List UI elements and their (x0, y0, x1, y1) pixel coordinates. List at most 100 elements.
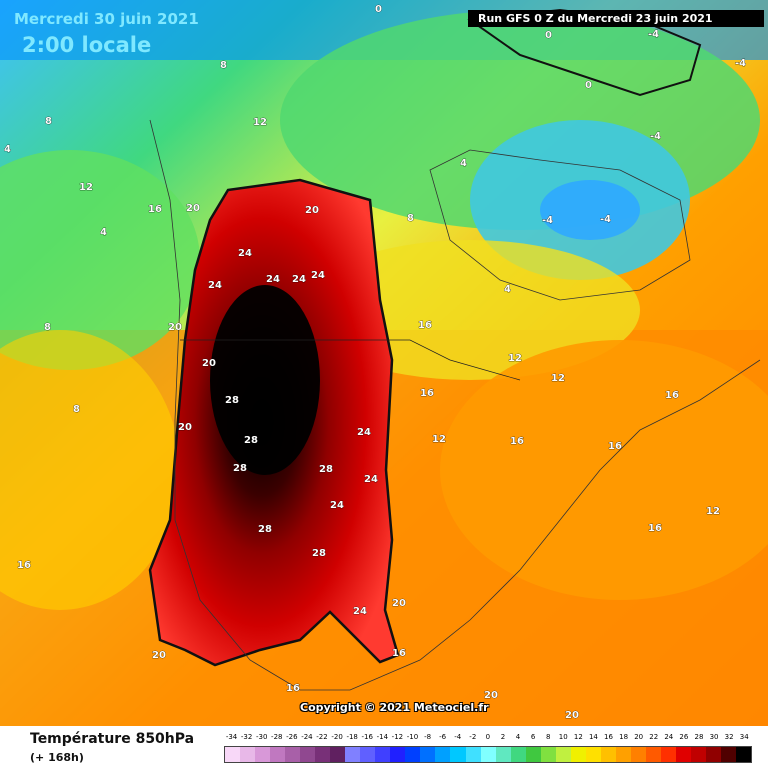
scale-tick-label: 28 (694, 733, 704, 741)
scale-tick-label: -24 (301, 733, 313, 741)
scale-tick-label: 24 (664, 733, 674, 741)
isotherm-label: 20 (168, 322, 182, 333)
isotherm-label: 0 (375, 4, 382, 15)
isotherm-label: -4 (542, 215, 553, 226)
isotherm-label: 20 (392, 598, 406, 609)
isotherm-label: 16 (608, 441, 622, 452)
hudson-bay-outline (429, 149, 691, 301)
heat-dome-core (210, 285, 320, 475)
isotherm-label: 0 (585, 80, 592, 91)
scale-color-swatch (645, 747, 661, 762)
scale-tick-label: -14 (376, 733, 389, 741)
east-orange-zone (440, 340, 768, 600)
scale-tick-label: 30 (709, 733, 719, 741)
scale-color-swatch (300, 747, 316, 762)
scale-color-swatch (736, 747, 752, 762)
scale-color-swatch (450, 747, 466, 762)
scale-color-swatch (420, 747, 436, 762)
isotherm-label-group: 0 0 0 -4 -4 -4 -4 -4 4 4 4 4 8 8 8 8 8 1… (4, 4, 747, 722)
scale-tick-label: -16 (361, 733, 373, 741)
scale-color-swatch (540, 747, 556, 762)
scale-tick-label: 20 (634, 733, 644, 741)
scale-color-swatch (225, 747, 241, 762)
isotherm-label: 20 (152, 650, 166, 661)
isotherm-label: 20 (186, 203, 200, 214)
isotherm-label: 16 (665, 390, 679, 401)
scale-tick-labels: -34 -32 -30 -28 -26 -24 -22 -20 -18 -16 -14 -12 -10-… (224, 733, 752, 745)
pacific-yellow-zone (0, 330, 180, 610)
scale-tick-label: -6 (439, 733, 447, 741)
isotherm-label: 16 (286, 683, 300, 694)
isotherm-label: 20 (202, 358, 216, 369)
isotherm-label: -4 (600, 214, 611, 225)
isotherm-label: 8 (220, 60, 227, 71)
scale-color-swatch (630, 747, 646, 762)
scale-color-bar (224, 746, 752, 763)
isotherm-label: 12 (508, 353, 522, 364)
isotherm-label: 20 (178, 422, 192, 433)
isotherm-label: 28 (312, 548, 326, 559)
coastline-outline (149, 119, 761, 691)
isotherm-label: 4 (460, 158, 467, 169)
scale-color-swatch (360, 747, 376, 762)
isotherm-label: 24 (238, 248, 252, 259)
color-scale: -34 -32 -30 -28 -26 -24 -22 -20 -18 -16 -14 -12 -10-… (224, 733, 752, 763)
scale-tick-label: 26 (679, 733, 689, 741)
scale-tick-label: 10 (558, 733, 568, 741)
scale-color-swatch (690, 747, 706, 762)
scale-color-swatch (721, 747, 737, 762)
scale-tick-label: -10 (406, 733, 419, 741)
isotherm-label: 24 (357, 427, 371, 438)
isotherm-label: 12 (706, 506, 720, 517)
scale-color-swatch (570, 747, 586, 762)
isotherm-label: 12 (79, 182, 93, 193)
scale-tick-label: 14 (588, 733, 598, 741)
isotherm-label: 24 (292, 274, 306, 285)
isotherm-label: 0 (545, 30, 552, 41)
isotherm-label: 4 (100, 227, 107, 238)
lead-time-label: (+ 168h) (30, 751, 84, 764)
scale-tick-label: -8 (424, 733, 432, 741)
scale-tick-label: -4 (454, 733, 462, 741)
isotherm-label: 8 (73, 404, 80, 415)
scale-tick-label: 34 (739, 733, 749, 741)
isotherm-label: 12 (253, 117, 267, 128)
temperature-map: 0 0 0 -4 -4 -4 -4 -4 4 4 4 4 8 8 8 8 8 1… (0, 0, 768, 726)
scale-color-swatch (375, 747, 391, 762)
isotherm-label: 20 (484, 690, 498, 701)
scale-tick-label: -22 (316, 733, 328, 741)
scale-color-swatch (345, 747, 361, 762)
isotherm-label: 12 (551, 373, 565, 384)
scale-tick-label: 22 (649, 733, 659, 741)
scale-color-swatch (240, 747, 256, 762)
scale-color-swatch (600, 747, 616, 762)
isotherm-label: 28 (225, 395, 239, 406)
isotherm-label: 24 (266, 274, 280, 285)
isotherm-label: 24 (311, 270, 325, 281)
isotherm-label: 24 (330, 500, 344, 511)
scale-color-swatch (480, 747, 496, 762)
isotherm-label: 16 (510, 436, 524, 447)
isotherm-label: -4 (735, 58, 746, 69)
isotherm-label: -4 (650, 131, 661, 142)
isotherm-label: 24 (364, 474, 378, 485)
scale-color-swatch (585, 747, 601, 762)
isotherm-label: 16 (392, 648, 406, 659)
scale-tick-label: 32 (724, 733, 734, 741)
scale-tick-label: -26 (286, 733, 298, 741)
scale-color-swatch (706, 747, 722, 762)
scale-color-swatch (435, 747, 451, 762)
isotherm-label: 24 (353, 606, 367, 617)
forecast-date: Mercredi 30 juin 2021 (14, 10, 199, 28)
scale-color-swatch (660, 747, 676, 762)
isotherm-label: 20 (305, 205, 319, 216)
scale-color-swatch (510, 747, 526, 762)
isotherm-label: 28 (244, 435, 258, 446)
isotherm-label: 8 (44, 322, 51, 333)
scale-color-swatch (495, 747, 511, 762)
scale-tick-label: 12 (573, 733, 583, 741)
isotherm-label: 4 (504, 284, 511, 295)
isotherm-label: 28 (258, 524, 272, 535)
copyright-text: Copyright © 2021 Meteociel.fr (300, 701, 489, 714)
scale-color-swatch (615, 747, 631, 762)
